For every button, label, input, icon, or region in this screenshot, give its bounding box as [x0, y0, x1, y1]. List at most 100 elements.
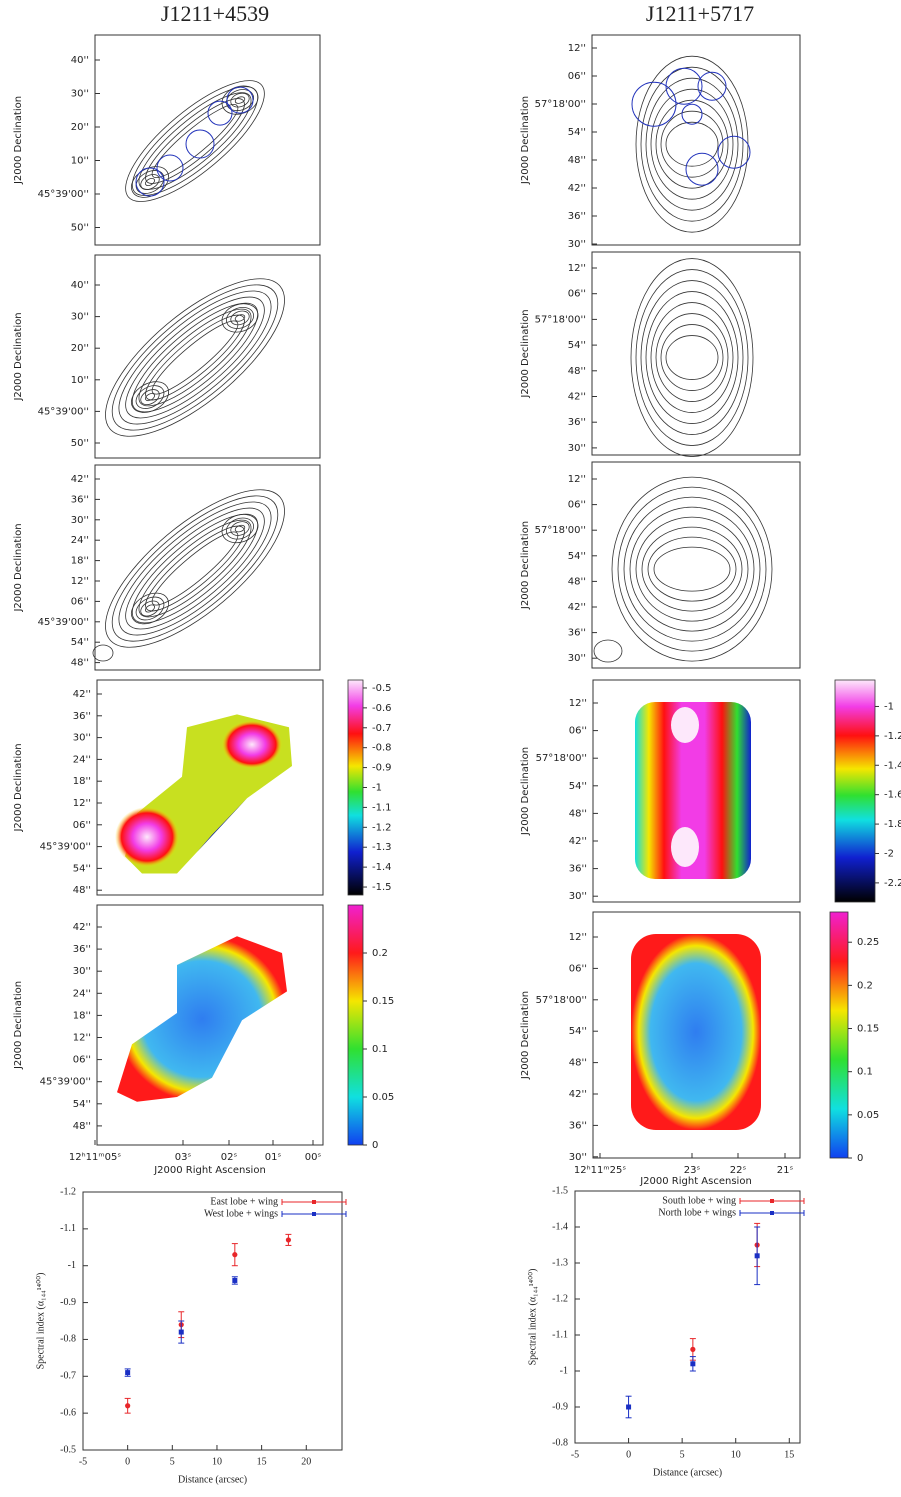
y-tick-label: -1.5 [552, 1185, 568, 1196]
colorbar-tick-label: 0 [857, 1153, 863, 1164]
contour [645, 291, 739, 424]
contour [234, 524, 246, 533]
y-tick-label: 06'' [568, 71, 586, 82]
map-panel: J2000 Declination 12'' 06'' 57°18'00'' 54'' 4… [520, 461, 801, 669]
contour [630, 258, 754, 457]
contour [145, 98, 245, 184]
point [232, 1252, 238, 1258]
y-tick-label: 42'' [568, 602, 586, 613]
y-tick-label: -1.3 [552, 1257, 568, 1268]
colorbar-tick-label: -1.6 [884, 790, 901, 801]
contour [629, 506, 755, 632]
y-tick-label: 30'' [73, 966, 91, 977]
contour [140, 389, 160, 406]
y-tick-label: 54'' [73, 1099, 91, 1110]
colorbar-tick-label: -1.4 [884, 760, 901, 771]
y-tick-label: 42'' [71, 474, 89, 485]
contour [135, 170, 165, 194]
map-frame [94, 254, 321, 459]
contour [131, 513, 259, 624]
y-tick-label: 57°18'00'' [536, 995, 587, 1006]
legend-marker [770, 1211, 774, 1215]
contour [138, 92, 252, 190]
y-tick-label: 45°39'00'' [38, 189, 89, 200]
contour [623, 496, 761, 642]
y-tick-label: 06'' [568, 289, 586, 300]
y-axis-label: J2000 Declination [13, 96, 24, 185]
y-axis-label: J2000 Declination [520, 747, 531, 836]
colorbar [347, 904, 364, 1146]
colorbar-tick-label: 0.1 [372, 1044, 388, 1055]
contour [145, 393, 155, 402]
contour [660, 110, 724, 178]
y-tick-label: 06'' [569, 963, 587, 974]
contour [111, 495, 279, 642]
x-tick-label: -5 [79, 1456, 87, 1467]
beam-circle [156, 154, 184, 182]
x-tick-label: 22ˢ [730, 1165, 747, 1176]
contour [617, 486, 767, 652]
colorbar-tick-label: 0.2 [372, 948, 388, 959]
y-tick-label: 06'' [73, 1055, 91, 1066]
y-tick-label: 18'' [71, 556, 89, 567]
y-tick-label: 24'' [73, 754, 91, 765]
x-axis-label: Distance (arcsec) [178, 1474, 247, 1485]
contour [92, 644, 114, 662]
y-tick-label: -1.2 [552, 1293, 568, 1304]
map-frame [94, 34, 321, 246]
beam-circle [697, 71, 727, 101]
y-tick-label: -1 [560, 1365, 568, 1376]
colorbar-tick-label: -1.8 [884, 819, 901, 830]
x-tick-label: -5 [571, 1449, 579, 1460]
map-frame [591, 461, 801, 669]
y-axis-label: J2000 Declination [13, 743, 24, 832]
point [125, 1403, 131, 1409]
beam-circle [685, 152, 719, 186]
y-tick-label: 42'' [73, 922, 91, 933]
contour [151, 531, 239, 606]
scatter-chart: -5 0 5 10 15 20 -1.2 -1.1 -1 -0.9 -0.8 -0.7 -0.6 -0.5… [35, 1186, 347, 1485]
scatter-chart: -5 0 5 10 15 -1.5 -1.4 -1.3 -1.2 -1.1 -1 -0.9 -0.8 Di… [527, 1185, 805, 1478]
contour [145, 177, 155, 187]
y-axis-label: J2000 Declination [520, 309, 531, 398]
contour [221, 303, 259, 333]
x-tick-label: 5 [680, 1449, 685, 1460]
y-tick-label: 20'' [71, 343, 89, 354]
y-axis-label: J2000 Declination [520, 991, 531, 1080]
y-tick-label: 24'' [71, 535, 89, 546]
y-tick-label: 45°39'00'' [38, 406, 89, 417]
map-panel: J2000 Declination 12'' 06'' 57°18'00'' 54'' 4… [520, 34, 801, 250]
contour [650, 302, 734, 413]
point [285, 1237, 292, 1243]
x-tick-label: 02ˢ [221, 1152, 238, 1163]
colorbar-tick-label: 0.15 [857, 1024, 879, 1035]
contour [665, 335, 719, 380]
colorbar-tick-label: -1.4 [372, 862, 392, 873]
x-tick-label: 15 [784, 1449, 794, 1460]
x-tick-label: 10 [731, 1449, 741, 1460]
y-tick-label: 42'' [569, 1089, 587, 1100]
y-axis-label: J2000 Declination [13, 523, 24, 612]
panel-title: J1211+5717 [646, 1, 754, 26]
error-map [117, 936, 287, 1102]
y-tick-label: 54'' [569, 781, 587, 792]
contour [105, 278, 285, 437]
colorbar [829, 911, 849, 1159]
contour [635, 516, 749, 622]
plot-frame [82, 1191, 343, 1451]
index-edge [197, 798, 247, 852]
x-tick-label: 12ʰ11ᵐ05ˢ [69, 1152, 121, 1163]
beam-circle [226, 86, 254, 114]
y-tick-label: 48'' [569, 808, 587, 819]
contour [138, 308, 252, 407]
contour [145, 525, 245, 612]
y-tick-label: 45°39'00'' [40, 1077, 91, 1088]
contour [221, 85, 259, 115]
contour [650, 88, 734, 200]
contour [131, 302, 259, 413]
y-tick-label: 36'' [73, 711, 91, 722]
contour [640, 280, 744, 435]
y-tick-label: 30'' [568, 239, 586, 250]
map-panel: J2000 Declination 12'' 06'' 57°18'00'' 54'' 4… [520, 911, 879, 1187]
